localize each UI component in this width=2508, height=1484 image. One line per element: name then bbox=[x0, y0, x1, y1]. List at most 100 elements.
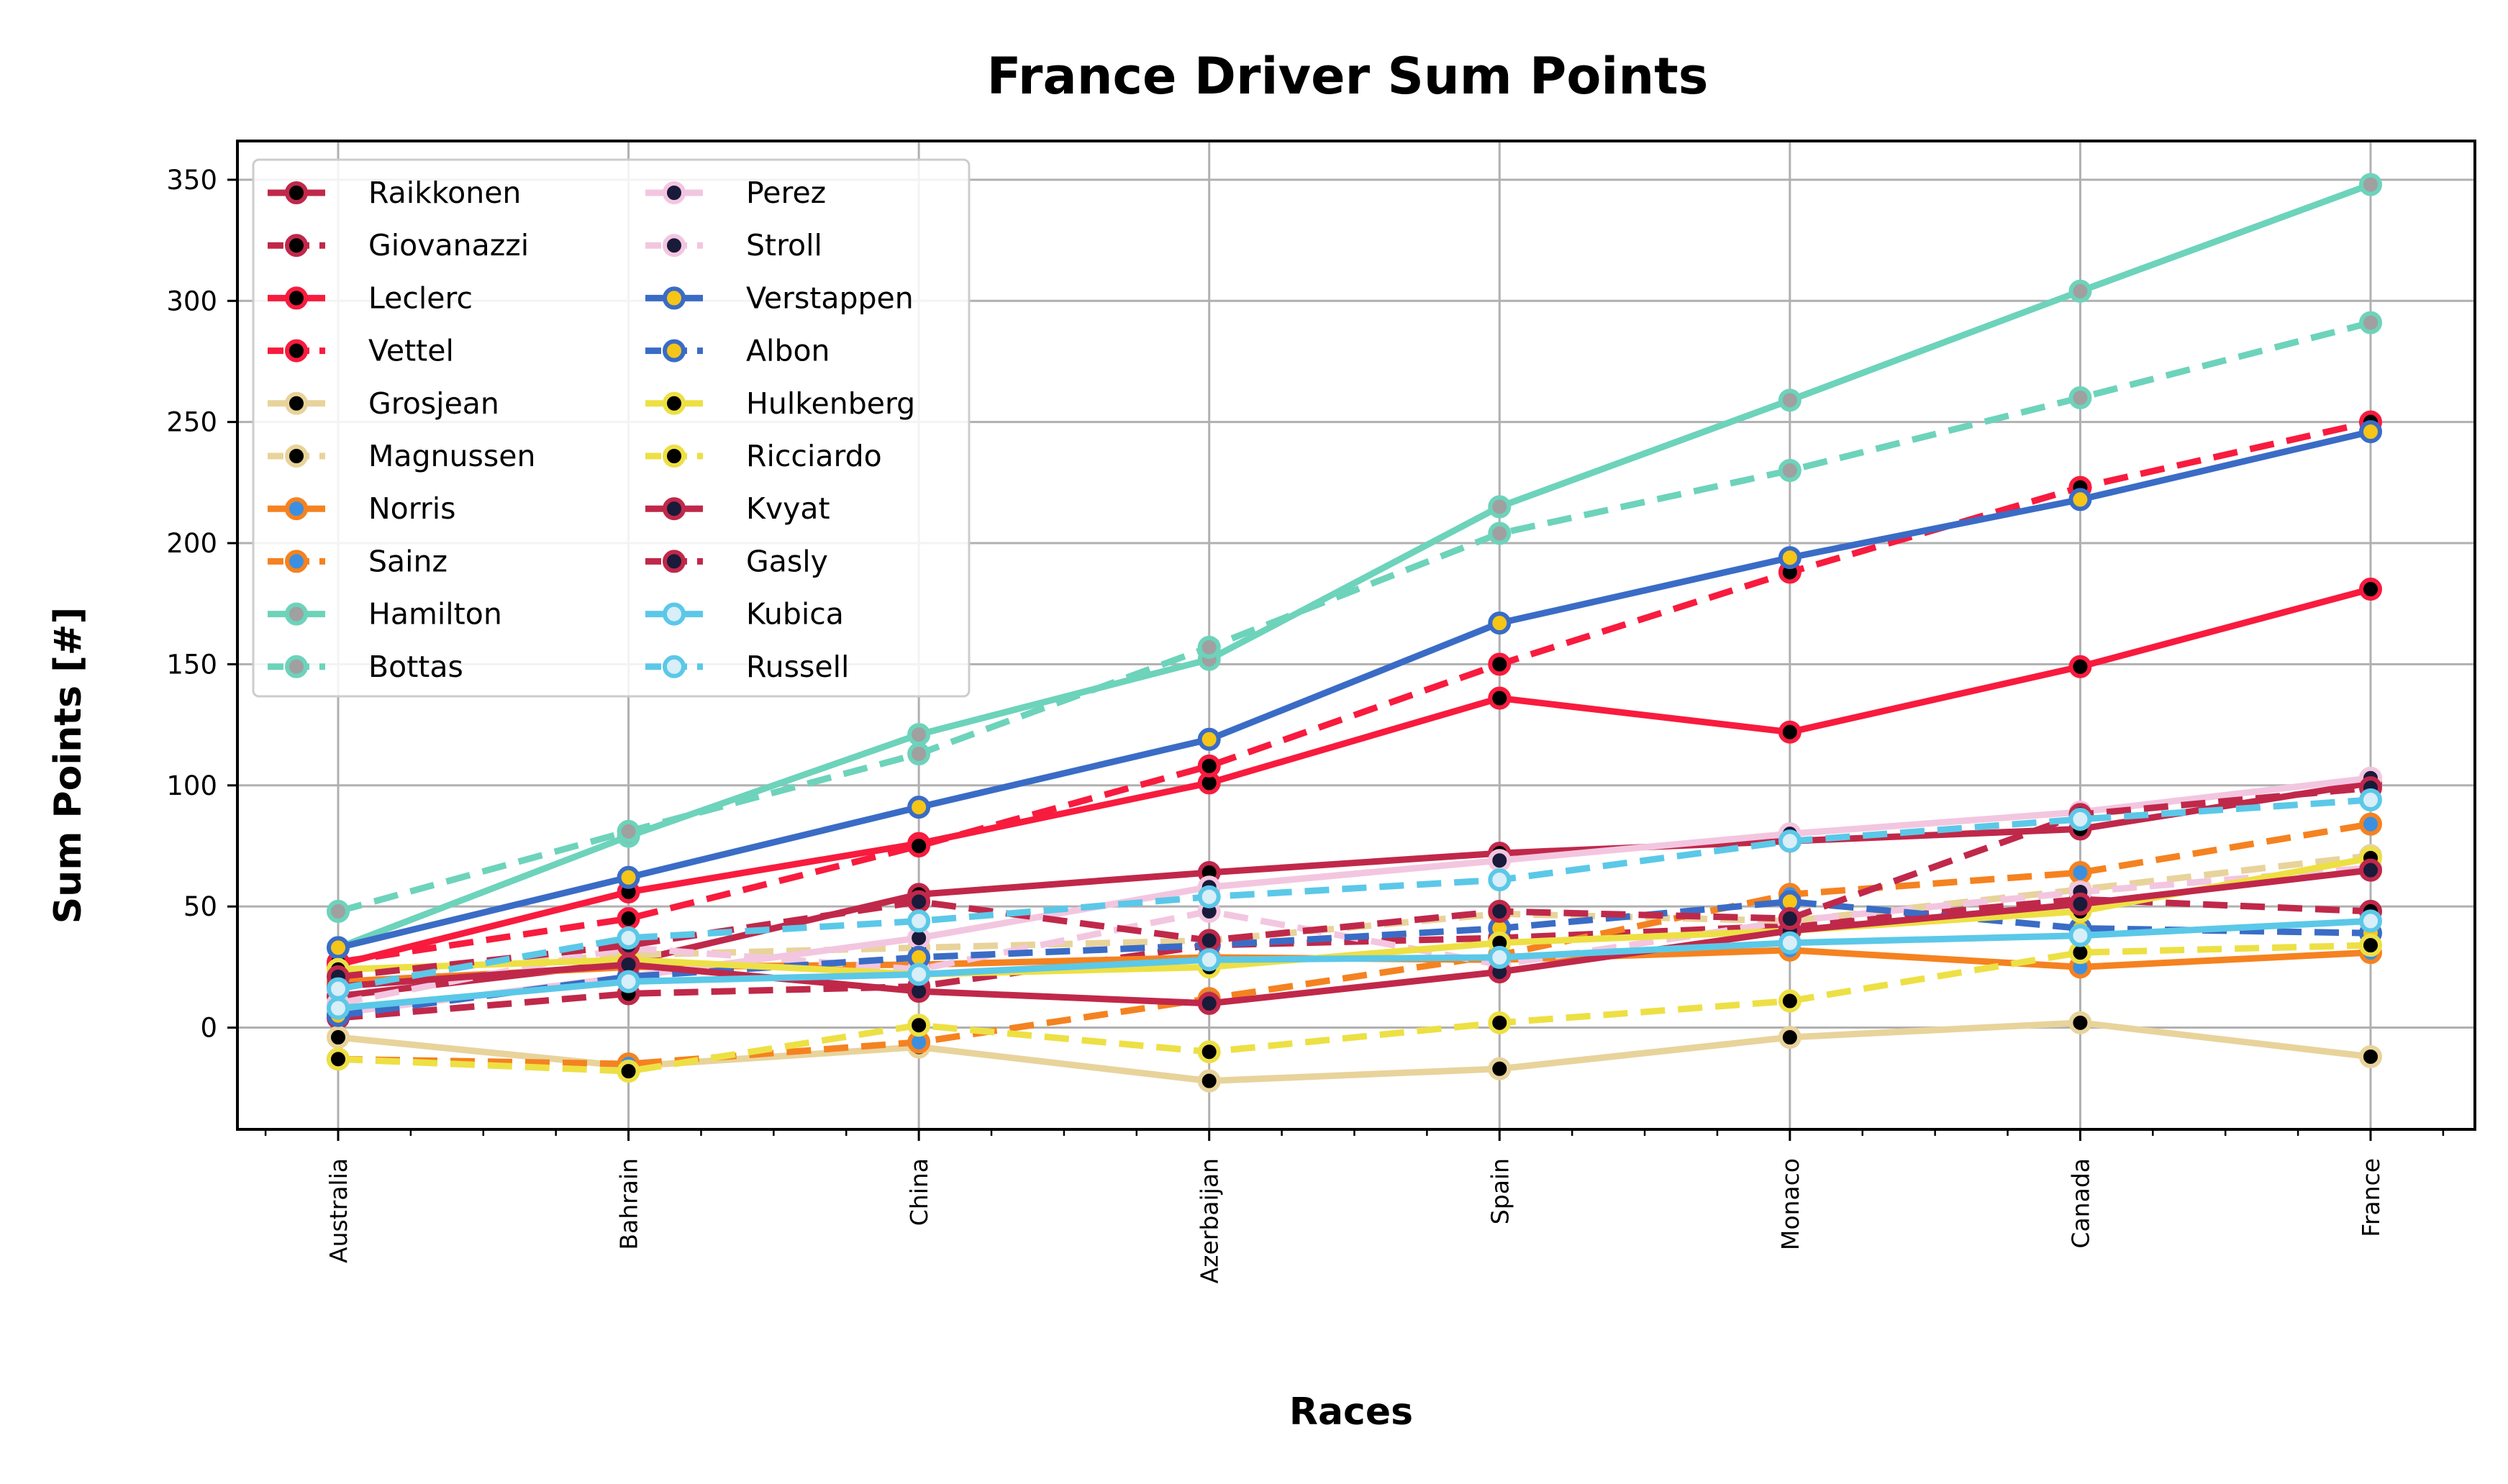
data-point bbox=[2359, 812, 2382, 836]
legend-label: Kubica bbox=[746, 597, 844, 632]
x-tick-label: Bahrain bbox=[615, 1158, 643, 1250]
legend-marker bbox=[285, 391, 308, 415]
legend-label: Vettel bbox=[368, 334, 454, 368]
legend-marker bbox=[285, 339, 308, 363]
data-point bbox=[2359, 934, 2382, 957]
data-point bbox=[1197, 991, 1221, 1015]
data-point bbox=[1778, 907, 1802, 931]
legend: Raikkonen Giovanazzi Leclerc Vettel Grosjean… bbox=[252, 158, 971, 698]
y-tick-label: 50 bbox=[183, 891, 217, 922]
data-point bbox=[1488, 945, 1512, 969]
legend-marker bbox=[663, 181, 686, 204]
legend-marker bbox=[663, 602, 686, 626]
legend-marker bbox=[285, 234, 308, 258]
data-point bbox=[617, 819, 640, 843]
data-point bbox=[2359, 420, 2382, 444]
series-line bbox=[337, 917, 2371, 1012]
y-axis-ticks: 0 50 100 150 200 250 300 350 bbox=[166, 165, 237, 1044]
series-line bbox=[337, 428, 2372, 951]
data-point bbox=[1488, 1011, 1512, 1034]
legend-label: Ricciardo bbox=[746, 439, 882, 473]
series-line bbox=[337, 896, 2371, 1021]
data-point bbox=[1488, 868, 1512, 892]
data-point bbox=[2068, 1011, 2092, 1034]
data-point bbox=[617, 1060, 640, 1083]
y-tick-label: 300 bbox=[166, 286, 217, 317]
data-point bbox=[907, 962, 931, 986]
y-tick-label: 200 bbox=[166, 528, 217, 559]
series-line bbox=[337, 419, 2371, 966]
legend-item-leclerc: Leclerc bbox=[268, 281, 473, 315]
data-point bbox=[617, 865, 640, 889]
x-tick-label: Monaco bbox=[1776, 1158, 1804, 1250]
legend-label: Leclerc bbox=[368, 281, 473, 315]
legend-marker bbox=[285, 602, 308, 626]
legend-marker bbox=[663, 655, 686, 678]
series-line bbox=[337, 898, 2371, 1019]
legend-marker bbox=[663, 391, 686, 415]
data-point bbox=[1197, 948, 1221, 972]
y-tick-label: 150 bbox=[166, 649, 217, 680]
data-point bbox=[2068, 807, 2092, 831]
data-point bbox=[2068, 488, 2092, 511]
series-kubica bbox=[327, 909, 2382, 1020]
data-point bbox=[617, 907, 640, 931]
series-layer bbox=[327, 173, 2382, 1093]
data-point bbox=[907, 834, 931, 857]
plot-frame bbox=[236, 140, 2476, 1131]
data-point bbox=[2359, 858, 2382, 882]
legend-item-sainz: Sainz bbox=[268, 544, 447, 578]
legend-item-gasly: Gasly bbox=[645, 544, 828, 578]
data-point bbox=[2068, 655, 2092, 678]
legend-label: Verstappen bbox=[746, 281, 914, 315]
series-line bbox=[337, 796, 2371, 993]
data-point bbox=[1778, 720, 1802, 744]
y-tick-label: 100 bbox=[166, 770, 217, 801]
data-point bbox=[1488, 686, 1512, 710]
data-point bbox=[2068, 924, 2092, 947]
data-point bbox=[1197, 885, 1221, 909]
legend-item-vettel: Vettel bbox=[268, 334, 454, 368]
legend-label: Gasly bbox=[746, 544, 828, 578]
x-tick-label: Azerbaijan bbox=[1196, 1158, 1224, 1283]
legend-label: Magnussen bbox=[368, 439, 535, 473]
data-point bbox=[2359, 311, 2382, 334]
series-line bbox=[337, 867, 2371, 1007]
legend-marker bbox=[663, 234, 686, 258]
legend-label: Raikkonen bbox=[368, 176, 521, 210]
data-point bbox=[1488, 1057, 1512, 1080]
legend-item-albon: Albon bbox=[645, 334, 830, 368]
legend-marker bbox=[285, 286, 308, 310]
legend-label: Perez bbox=[746, 176, 826, 210]
legend-label: Norris bbox=[368, 491, 456, 526]
legend-marker bbox=[285, 445, 308, 468]
legend-item-norris: Norris bbox=[268, 491, 456, 526]
legend-marker bbox=[285, 550, 308, 573]
data-point bbox=[1778, 388, 1802, 412]
data-point bbox=[2359, 1044, 2382, 1068]
legend-label: Hamilton bbox=[368, 597, 502, 632]
data-point bbox=[2068, 892, 2092, 916]
legend-item-russell: Russell bbox=[645, 650, 849, 684]
data-point bbox=[327, 996, 350, 1020]
legend-label: Sainz bbox=[368, 544, 447, 578]
data-point bbox=[327, 977, 350, 1001]
data-point bbox=[1778, 1026, 1802, 1050]
legend-marker bbox=[663, 497, 686, 521]
data-point bbox=[327, 936, 350, 960]
data-point bbox=[907, 890, 931, 914]
legend-marker bbox=[663, 286, 686, 310]
legend-marker bbox=[285, 181, 308, 204]
data-point bbox=[2359, 173, 2382, 196]
y-tick-label: 350 bbox=[166, 165, 217, 196]
legend-label: Grosjean bbox=[368, 386, 499, 421]
data-point bbox=[907, 1014, 931, 1037]
data-point bbox=[1778, 829, 1802, 853]
data-point bbox=[1197, 635, 1221, 659]
data-point bbox=[1488, 495, 1512, 519]
x-tick-label: China bbox=[905, 1158, 933, 1226]
legend-item-hulkenberg: Hulkenberg bbox=[645, 386, 915, 421]
legend-label: Russell bbox=[746, 650, 849, 684]
legend-item-stroll: Stroll bbox=[645, 228, 822, 263]
